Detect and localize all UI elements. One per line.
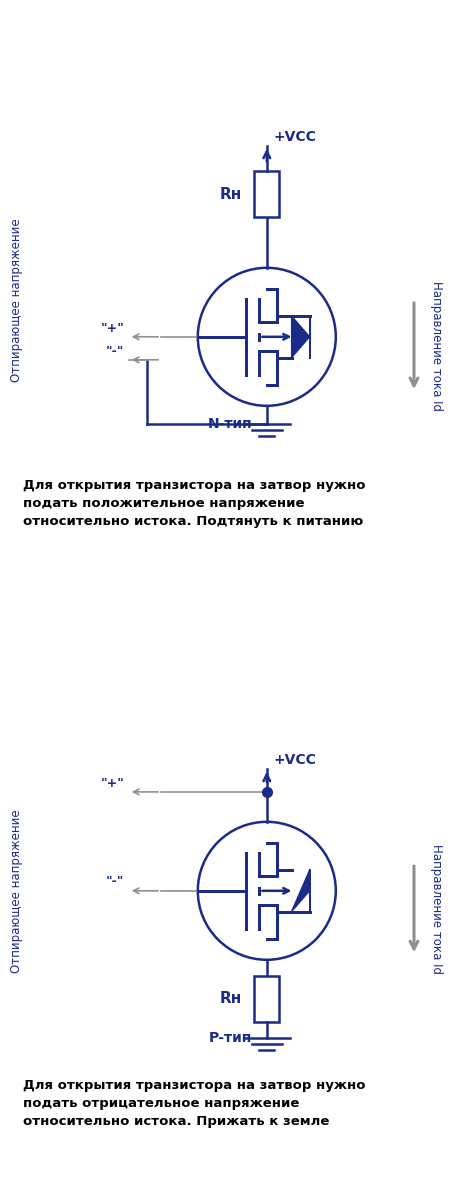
Bar [254, 976, 279, 1022]
Text: Р-тип: Р-тип [208, 1031, 251, 1045]
Text: "+": "+" [100, 322, 124, 335]
Bar [254, 172, 279, 217]
Text: Направление тока Id: Направление тока Id [430, 844, 442, 974]
Text: Rн: Rн [219, 991, 241, 1007]
Text: Направление тока Id: Направление тока Id [430, 281, 442, 410]
Text: N-тип: N-тип [207, 418, 252, 431]
Polygon shape [291, 870, 309, 912]
Text: Отпирающее напряжение: Отпирающее напряжение [10, 218, 22, 382]
Text: +VCC: +VCC [273, 752, 316, 767]
Polygon shape [291, 316, 309, 358]
Text: Rн: Rн [219, 187, 241, 202]
Text: Для открытия транзистора на затвор нужно
подать положительное напряжение
относит: Для открытия транзистора на затвор нужно… [23, 479, 365, 528]
Text: +VCC: +VCC [273, 130, 316, 144]
Text: "+": "+" [100, 776, 124, 790]
Text: Отпирающее напряжение: Отпирающее напряжение [10, 809, 22, 973]
Text: Для открытия транзистора на затвор нужно
подать отрицательное напряжение
относит: Для открытия транзистора на затвор нужно… [23, 1079, 365, 1128]
Text: "-": "-" [106, 344, 124, 358]
Text: "-": "-" [106, 876, 124, 888]
